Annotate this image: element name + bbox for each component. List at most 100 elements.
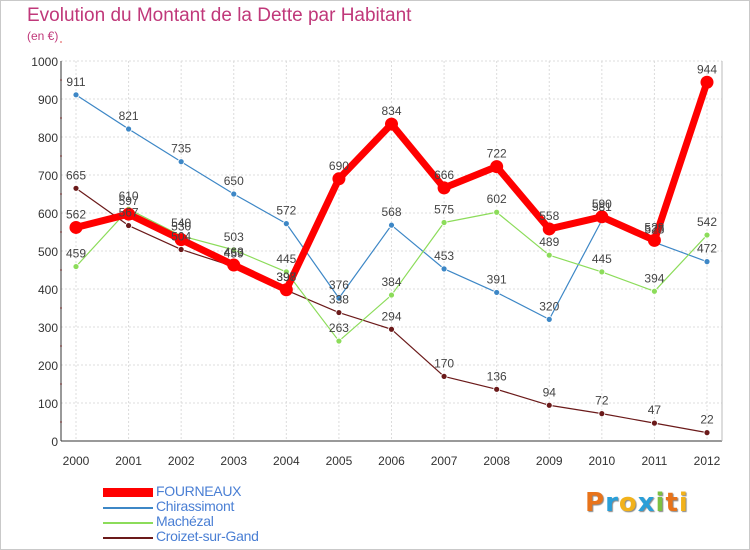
brand-letter: o xyxy=(618,488,638,518)
legend-item: FOURNEAUX xyxy=(103,483,363,500)
data-point xyxy=(69,220,83,234)
data-point xyxy=(335,309,343,316)
data-point xyxy=(490,160,504,174)
data-label: 666 xyxy=(434,168,454,182)
data-label: 558 xyxy=(539,209,559,223)
data-point xyxy=(545,401,553,409)
data-point xyxy=(542,222,556,236)
data-point xyxy=(335,294,343,302)
x-tick-label: 2009 xyxy=(536,454,563,468)
data-point xyxy=(335,337,343,345)
data-point xyxy=(440,265,448,273)
data-point xyxy=(72,184,80,192)
data-label: 397 xyxy=(276,270,296,284)
legend-label: Croizet-sur-Gand xyxy=(156,528,259,544)
y-tick-label: 400 xyxy=(38,283,58,297)
data-label: 94 xyxy=(543,385,557,399)
brand-letter: x xyxy=(637,488,656,518)
y-tick-label: 800 xyxy=(38,131,58,145)
data-label: 523 xyxy=(644,222,664,236)
y-tick-label: 600 xyxy=(38,207,58,221)
legend-swatch xyxy=(103,537,153,539)
data-point xyxy=(72,263,80,270)
data-point xyxy=(647,233,661,247)
x-tick-label: 2001 xyxy=(115,454,142,468)
data-label: 170 xyxy=(434,356,454,370)
data-point xyxy=(703,429,711,437)
legend-item: Chirassimont xyxy=(103,498,363,515)
brand-letter: r xyxy=(605,488,619,518)
data-point xyxy=(595,210,609,224)
data-label: 834 xyxy=(381,104,401,118)
data-point xyxy=(282,268,290,276)
data-label: 590 xyxy=(592,197,612,211)
data-label: 540 xyxy=(171,216,191,230)
data-label: 391 xyxy=(487,272,507,286)
x-tick-label: 2010 xyxy=(588,454,615,468)
x-tick-label: 2003 xyxy=(220,454,247,468)
data-label: 376 xyxy=(329,278,349,292)
data-label: 503 xyxy=(224,230,244,244)
data-point xyxy=(230,246,238,254)
data-point xyxy=(440,372,448,380)
data-label: 530 xyxy=(171,220,191,234)
data-point xyxy=(279,283,293,297)
data-label: 489 xyxy=(539,235,559,249)
brand-letter: t xyxy=(665,488,679,518)
data-label: 338 xyxy=(329,293,349,307)
x-tick-label: 2008 xyxy=(483,454,510,468)
data-point xyxy=(122,207,136,221)
legend-label: Chirassimont xyxy=(156,498,235,514)
data-point xyxy=(598,268,606,276)
x-tick-label: 2007 xyxy=(431,454,458,468)
data-point xyxy=(437,181,451,195)
data-point xyxy=(282,220,290,228)
brand-letter: P xyxy=(585,488,606,518)
x-tick-label: 2006 xyxy=(378,454,405,468)
x-tick-label: 2004 xyxy=(273,454,300,468)
data-label: 562 xyxy=(66,207,86,221)
legend-item: Croizet-sur-Gand xyxy=(103,528,363,545)
data-label: 821 xyxy=(119,109,139,123)
data-label: 394 xyxy=(644,271,664,285)
proxiti-logo: Proxiti xyxy=(585,488,689,518)
data-point xyxy=(493,385,501,393)
data-label: 610 xyxy=(119,189,139,203)
chart-title: Evolution du Montant de la Dette par Hab… xyxy=(27,5,412,26)
data-label: 459 xyxy=(224,247,244,261)
data-label: 472 xyxy=(697,242,717,256)
data-point xyxy=(388,221,395,229)
data-label: 453 xyxy=(434,249,454,263)
y-tick-label: 300 xyxy=(38,321,58,335)
data-label: 294 xyxy=(381,309,401,323)
data-label: 528 xyxy=(644,220,664,234)
brand-letter: i xyxy=(655,488,666,518)
y-tick-label: 500 xyxy=(38,245,58,259)
data-label: 445 xyxy=(592,252,612,266)
legend-label: Machézal xyxy=(156,513,214,529)
data-point xyxy=(598,410,606,418)
data-point xyxy=(230,190,238,198)
data-point xyxy=(651,287,658,295)
data-label: 136 xyxy=(487,369,507,383)
data-label: 944 xyxy=(697,62,717,76)
brand-letter: i xyxy=(678,488,689,518)
legend: FOURNEAUX Chirassimont Machézal Croizet-sur… xyxy=(103,483,363,545)
data-label: 572 xyxy=(276,204,296,218)
data-label: 463 xyxy=(224,245,244,259)
legend-swatch xyxy=(103,507,153,509)
data-label: 665 xyxy=(66,168,86,182)
data-label: 597 xyxy=(119,194,139,208)
data-label: 650 xyxy=(224,174,244,188)
legend-swatch xyxy=(103,488,153,497)
data-label: 602 xyxy=(487,192,507,206)
data-point xyxy=(703,231,711,239)
data-label: 735 xyxy=(171,142,191,156)
data-point xyxy=(177,246,185,253)
data-point xyxy=(440,219,448,226)
data-label: 568 xyxy=(381,205,401,219)
x-tick-label: 2002 xyxy=(168,454,195,468)
data-point xyxy=(700,75,714,89)
x-tick-label: 2000 xyxy=(63,454,90,468)
